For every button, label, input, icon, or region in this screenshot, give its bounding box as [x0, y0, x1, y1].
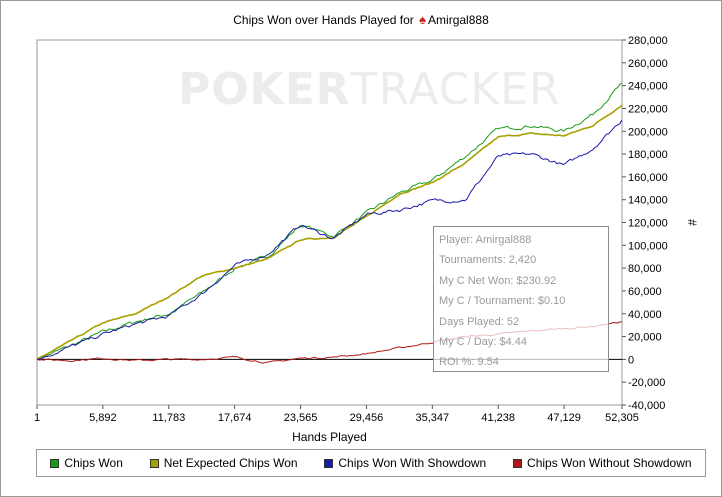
- legend-label: Chips Won: [64, 456, 123, 470]
- y-tick-label: 140,000: [628, 195, 668, 207]
- legend-swatch-net-expected: [149, 458, 159, 468]
- stat-per-tournament: My C / Tournament: $0.10: [439, 295, 566, 308]
- legend-swatch-without-showdown: [513, 458, 523, 468]
- legend-swatch-with-showdown: [324, 458, 334, 468]
- y-tick-label: 80,000: [628, 263, 662, 275]
- spade-icon: ♠: [419, 12, 427, 27]
- x-tick-label: 35,347: [416, 412, 450, 424]
- y-tick-label: 280,000: [628, 35, 668, 47]
- x-tick-label: 52,305: [605, 412, 639, 424]
- x-tick-label: 5,892: [89, 412, 117, 424]
- y-tick-label: 200,000: [628, 126, 668, 138]
- legend-item-without-showdown[interactable]: Chips Won Without Showdown: [513, 456, 692, 470]
- y-tick-label: 20,000: [628, 332, 662, 344]
- x-tick-label: 1: [34, 412, 40, 424]
- y-tick-label: -40,000: [628, 400, 665, 412]
- y-tick-label: 0: [628, 354, 634, 366]
- y-tick-label: 220,000: [628, 103, 668, 115]
- stat-player: Player: Amirgal888: [439, 234, 532, 246]
- legend: Chips Won Net Expected Chips Won Chips W…: [36, 449, 706, 477]
- x-tick-label: 17,674: [218, 412, 252, 424]
- y-tick-label: -20,000: [628, 377, 665, 389]
- y-tick-label: 100,000: [628, 240, 668, 252]
- x-tick-label: 11,783: [152, 412, 185, 424]
- chart-title-text: Chips Won over Hands Played for: [233, 13, 414, 27]
- pokertracker-watermark: POKERTRACKER: [178, 64, 561, 115]
- legend-label: Chips Won With Showdown: [338, 456, 487, 470]
- stat-roi: ROI %: 9.54: [439, 356, 499, 369]
- stat-net-won: My C Net Won: $230.92: [439, 274, 557, 287]
- x-tick-label: 41,238: [481, 412, 515, 424]
- x-tick-label: 47,129: [547, 412, 581, 424]
- x-axis-title: Hands Played: [292, 430, 367, 444]
- series-line-chips-won: [36, 82, 623, 360]
- y-tick-label: 40,000: [628, 309, 662, 321]
- player-name: Amirgal888: [428, 13, 489, 27]
- y-tick-label: 120,000: [628, 218, 668, 230]
- y-tick-label: 60,000: [628, 286, 662, 298]
- y-tick-label: 260,000: [628, 58, 668, 70]
- stat-days-played: Days Played: 52: [439, 315, 520, 328]
- x-tick-label: 23,565: [284, 412, 318, 424]
- legend-item-net-expected[interactable]: Net Expected Chips Won: [149, 456, 298, 470]
- stat-per-day: My C / Day: $4.44: [439, 336, 528, 349]
- y-tick-label: 180,000: [628, 149, 668, 161]
- x-tick-label: 29,456: [350, 412, 384, 424]
- legend-item-with-showdown[interactable]: Chips Won With Showdown: [324, 456, 486, 470]
- stat-tournaments: Tournaments: 2,420: [439, 254, 537, 267]
- y-tick-label: 160,000: [628, 172, 668, 184]
- legend-swatch-chips-won: [50, 458, 60, 468]
- legend-item-chips-won[interactable]: Chips Won: [50, 456, 123, 470]
- series-line-chips-won-with-showdown: [36, 119, 623, 360]
- y-tick-label: 240,000: [628, 81, 668, 93]
- y-axis-title: #: [685, 219, 699, 226]
- legend-label: Chips Won Without Showdown: [527, 456, 692, 470]
- legend-label: Net Expected Chips Won: [163, 456, 298, 470]
- chart-title: Chips Won over Hands Played for ♠ Amirgal…: [0, 12, 722, 27]
- stats-box: Player: Amirgal888 Tournaments: 2,420 My…: [433, 226, 609, 372]
